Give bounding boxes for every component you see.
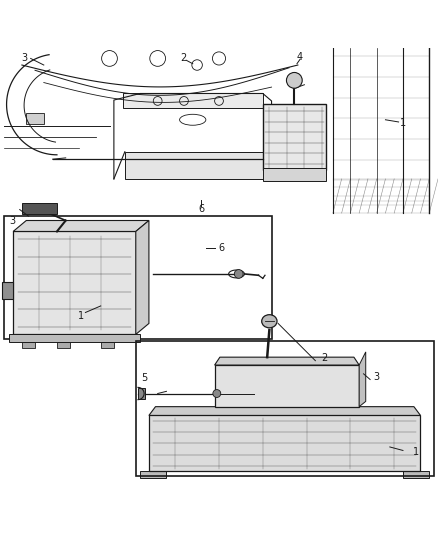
Polygon shape xyxy=(2,282,13,300)
Polygon shape xyxy=(125,152,265,179)
Ellipse shape xyxy=(261,314,277,328)
Text: 1: 1 xyxy=(78,311,84,320)
Polygon shape xyxy=(57,342,70,348)
Polygon shape xyxy=(13,231,136,334)
Polygon shape xyxy=(263,104,326,170)
Text: 2: 2 xyxy=(321,353,327,363)
Polygon shape xyxy=(215,365,359,407)
Circle shape xyxy=(286,72,302,88)
Text: 1: 1 xyxy=(400,118,406,128)
Polygon shape xyxy=(136,221,149,334)
Polygon shape xyxy=(263,168,326,181)
Polygon shape xyxy=(149,407,420,415)
Polygon shape xyxy=(123,93,263,108)
Text: 4: 4 xyxy=(297,52,303,62)
Text: 6: 6 xyxy=(198,204,205,214)
Polygon shape xyxy=(403,471,429,478)
Text: 5: 5 xyxy=(141,373,148,383)
Polygon shape xyxy=(101,342,114,348)
Polygon shape xyxy=(140,471,166,478)
Circle shape xyxy=(234,270,243,278)
Polygon shape xyxy=(9,334,140,342)
Polygon shape xyxy=(215,357,359,365)
Polygon shape xyxy=(13,221,149,231)
Polygon shape xyxy=(149,415,420,471)
Text: 2: 2 xyxy=(180,53,186,63)
Text: 6: 6 xyxy=(218,243,224,253)
Polygon shape xyxy=(359,352,366,407)
Text: 3: 3 xyxy=(21,53,27,62)
Polygon shape xyxy=(22,342,35,348)
Text: 3: 3 xyxy=(9,216,15,226)
Text: 3: 3 xyxy=(374,372,380,382)
Circle shape xyxy=(213,390,221,398)
Text: 1: 1 xyxy=(413,447,419,457)
Polygon shape xyxy=(22,203,57,214)
Polygon shape xyxy=(138,388,145,399)
Polygon shape xyxy=(26,113,44,124)
